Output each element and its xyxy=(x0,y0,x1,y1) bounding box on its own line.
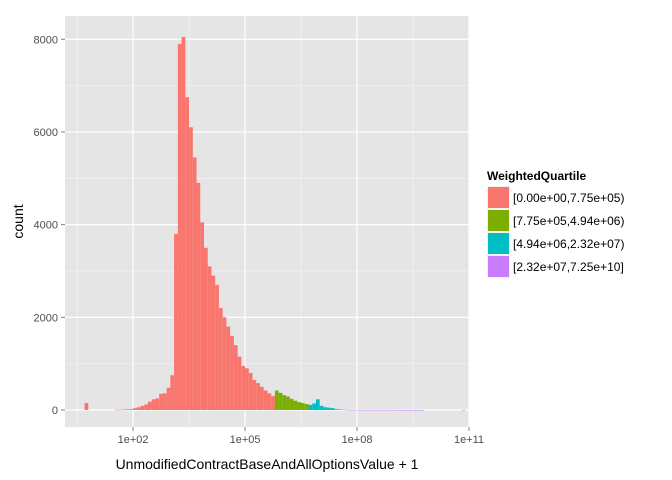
histogram-bar xyxy=(345,409,350,411)
plot-panel xyxy=(65,16,469,427)
histogram-bar xyxy=(211,275,216,410)
histogram-bar xyxy=(129,409,134,410)
histogram-bar xyxy=(140,405,145,410)
histogram-bar xyxy=(133,408,137,410)
histogram-bar xyxy=(267,393,272,410)
y-tick-label: 6000 xyxy=(34,127,58,139)
histogram-bar xyxy=(207,266,212,410)
y-axis-title: count xyxy=(10,204,26,238)
y-axis: 0 2000 4000 6000 8000 xyxy=(34,34,65,417)
histogram-bar xyxy=(166,387,171,410)
histogram-bar xyxy=(338,409,343,410)
histogram-bar xyxy=(357,409,376,411)
histogram-bar xyxy=(222,317,227,410)
legend-title: WeightedQuartile xyxy=(487,169,586,183)
histogram-bar xyxy=(203,247,208,410)
histogram-bar xyxy=(177,43,182,411)
histogram-bar xyxy=(248,372,253,410)
histogram-bar xyxy=(315,399,320,410)
histogram-bar xyxy=(118,409,122,411)
histogram-bar xyxy=(282,395,287,410)
legend: WeightedQuartile [0.00e+00,7.75e+05) [7.7… xyxy=(487,169,624,278)
histogram-bar xyxy=(289,398,294,410)
x-tick-label: 1e+08 xyxy=(342,434,373,446)
histogram-bar xyxy=(218,308,223,410)
histogram-bar xyxy=(200,222,204,410)
histogram-bar xyxy=(312,403,316,410)
histogram-bar xyxy=(274,390,279,410)
x-tick-label: 1e+05 xyxy=(230,434,261,446)
histogram-bar xyxy=(319,405,324,410)
legend-key-swatch xyxy=(488,233,509,254)
histogram-bar xyxy=(84,403,89,410)
histogram-bar xyxy=(136,407,141,410)
histogram-bar xyxy=(375,409,395,411)
histogram-bar xyxy=(192,157,197,410)
histogram-bar xyxy=(263,390,268,410)
histogram-bar xyxy=(148,401,152,410)
histogram-bar xyxy=(245,368,249,410)
histogram-bar xyxy=(461,409,466,411)
histogram-bar xyxy=(155,398,160,410)
histogram-bar xyxy=(237,356,242,410)
histogram-bar xyxy=(174,233,178,410)
histogram-bar xyxy=(170,375,175,410)
histogram-bar xyxy=(297,402,302,410)
legend-label: [4.94e+06,2.32e+07) xyxy=(513,237,624,251)
histogram-bar xyxy=(189,127,193,410)
histogram-bar xyxy=(144,404,149,410)
legend-label: [0.00e+00,7.75e+05) xyxy=(513,191,624,205)
histogram-bar xyxy=(394,409,425,411)
legend-label: [7.75e+05,4.94e+06) xyxy=(513,214,624,228)
y-tick-label: 2000 xyxy=(34,312,58,324)
histogram-bar xyxy=(342,409,346,411)
histogram-bar xyxy=(327,407,331,410)
histogram-bar xyxy=(293,400,298,410)
legend-items: [0.00e+00,7.75e+05) [7.75e+05,4.94e+06) [4… xyxy=(487,186,624,278)
minor-gridlines xyxy=(65,16,469,427)
histogram-bar xyxy=(256,383,260,410)
histogram-bar xyxy=(304,403,309,410)
y-tick-label: 0 xyxy=(52,405,58,417)
histogram-bar xyxy=(330,408,335,410)
x-axis-title: UnmodifiedContractBaseAndAllOptionsValue… xyxy=(116,456,419,472)
histogram-bar xyxy=(114,409,119,411)
histogram-bar xyxy=(241,365,246,410)
histogram-bar xyxy=(308,404,313,410)
histogram-bar xyxy=(286,396,290,410)
histogram-bar xyxy=(185,97,190,410)
legend-key-swatch xyxy=(488,210,509,231)
histogram-bar xyxy=(301,403,305,410)
histogram-bar xyxy=(151,399,156,410)
histogram-bar xyxy=(215,284,219,410)
y-tick-label: 4000 xyxy=(34,220,58,232)
y-tick-label: 8000 xyxy=(34,34,58,46)
histogram-bar xyxy=(181,36,186,410)
histogram-bars xyxy=(84,36,466,411)
histogram-bar xyxy=(233,345,238,410)
histogram-bar xyxy=(196,182,201,410)
legend-key-swatch xyxy=(488,187,509,208)
histogram-bar xyxy=(323,407,328,410)
histogram-bar xyxy=(278,392,283,410)
histogram-bar xyxy=(349,409,358,411)
histogram-bar xyxy=(226,326,231,410)
x-axis: 1e+02 1e+05 1e+08 1e+11 xyxy=(118,427,484,446)
x-tick-label: 1e+02 xyxy=(118,434,149,446)
histogram-bar xyxy=(121,409,126,411)
histogram-bar xyxy=(162,393,167,410)
legend-key-swatch xyxy=(488,256,509,277)
histogram-bar xyxy=(252,379,257,410)
x-tick-label: 1e+11 xyxy=(454,434,484,446)
histogram-bar xyxy=(159,393,163,410)
legend-label: [2.32e+07,7.25e+10] xyxy=(513,260,624,274)
histogram-bar xyxy=(230,335,234,410)
histogram-bar xyxy=(259,386,264,410)
histogram-bar xyxy=(334,408,339,410)
histogram-bar xyxy=(125,409,130,410)
histogram-bar xyxy=(271,396,275,410)
